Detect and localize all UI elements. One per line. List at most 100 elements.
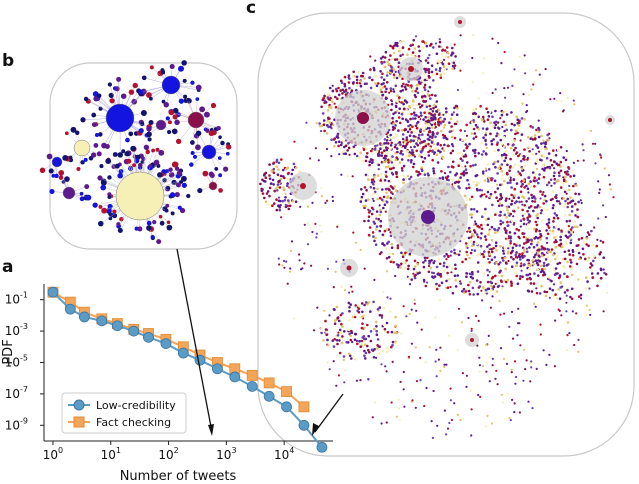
node [522, 155, 526, 158]
node [363, 267, 366, 270]
node [495, 196, 498, 199]
node [380, 314, 384, 317]
node [529, 205, 533, 208]
node [419, 150, 423, 154]
node [501, 174, 505, 177]
node [500, 204, 504, 207]
node [447, 165, 450, 169]
node [580, 236, 584, 240]
node [542, 264, 546, 267]
node [523, 118, 526, 121]
node [464, 168, 468, 171]
node [322, 123, 326, 126]
node [513, 194, 517, 197]
node [406, 175, 410, 178]
node [422, 129, 426, 132]
node [493, 255, 497, 259]
node [387, 179, 391, 183]
node [508, 231, 512, 234]
node [521, 169, 524, 172]
node [337, 86, 340, 90]
node [540, 209, 543, 212]
node [374, 59, 377, 62]
node [545, 236, 549, 240]
node [505, 206, 509, 209]
node [174, 191, 180, 198]
node [526, 187, 530, 190]
node [473, 132, 477, 135]
node [500, 62, 503, 65]
node [502, 357, 506, 360]
node [545, 264, 549, 267]
node [501, 221, 505, 224]
node [585, 314, 588, 317]
node [377, 168, 380, 171]
node [439, 150, 442, 154]
node [189, 162, 194, 167]
node [402, 261, 406, 264]
node [427, 130, 431, 134]
node [504, 96, 507, 99]
node [325, 147, 329, 151]
node [394, 158, 398, 162]
node [395, 415, 398, 418]
node [577, 278, 580, 281]
node [425, 105, 429, 109]
node [146, 225, 152, 231]
node [397, 139, 400, 142]
node [507, 247, 510, 250]
node [402, 388, 405, 391]
node [460, 107, 464, 110]
hub-node [115, 171, 165, 221]
node [395, 172, 398, 176]
node [358, 156, 361, 159]
node [454, 263, 457, 267]
node [534, 220, 538, 224]
node [423, 83, 427, 87]
node [582, 149, 585, 152]
node [446, 271, 449, 275]
node [128, 131, 134, 137]
node [395, 134, 398, 137]
node [385, 257, 389, 260]
node [548, 166, 552, 170]
node [461, 417, 464, 420]
node [384, 330, 387, 333]
node [442, 58, 446, 62]
node [515, 251, 518, 254]
node [190, 140, 195, 145]
node [543, 198, 546, 202]
node [260, 187, 264, 191]
node [538, 205, 542, 209]
node [469, 236, 473, 239]
node [477, 393, 480, 397]
node [483, 57, 486, 60]
node [120, 93, 127, 99]
node [403, 128, 406, 132]
node [524, 72, 527, 75]
node [467, 226, 471, 230]
node [328, 121, 332, 124]
node [282, 188, 286, 191]
node [458, 178, 461, 181]
node [146, 126, 152, 132]
network-c-graph [259, 16, 615, 439]
node [553, 167, 556, 170]
node [440, 52, 444, 55]
node [431, 131, 435, 134]
node [417, 45, 421, 48]
node [112, 209, 117, 214]
node [474, 174, 478, 178]
node [478, 226, 481, 229]
node [344, 152, 348, 155]
node [542, 202, 545, 205]
node [137, 226, 143, 232]
node [385, 200, 389, 204]
node [443, 363, 446, 366]
node [431, 436, 434, 439]
node [399, 41, 402, 44]
node [458, 186, 461, 190]
node [379, 88, 383, 91]
node [284, 192, 287, 195]
